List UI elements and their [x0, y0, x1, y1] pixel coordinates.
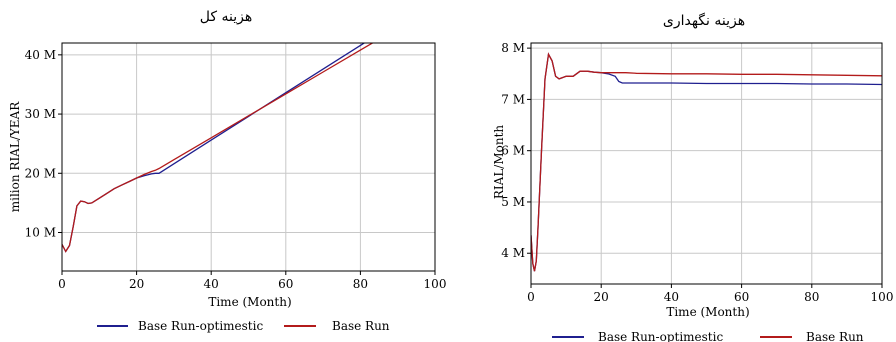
plot-frame [530, 42, 883, 285]
x-tick-label: 20 [129, 277, 144, 291]
legend-label: Base Run [806, 330, 864, 342]
series-lines [531, 52, 882, 272]
series-lines [62, 43, 374, 253]
y-tick-label: 5 M [501, 195, 525, 209]
y-axis-label: RIAL/Month [492, 125, 506, 200]
grid [62, 43, 435, 271]
y-tick-label: 4 M [501, 246, 525, 260]
x-tick-label: 60 [734, 290, 749, 304]
y-tick-label: 8 M [501, 41, 525, 55]
y-tick-label: 10 M [25, 226, 56, 240]
plot-frame [61, 42, 436, 272]
tick-labels: 0 20 40 60 80 100 4 M 5 M 6 M 7 M 8 M [501, 41, 893, 304]
chart-total-cost: هزینه کل 0 20 40 60 80 100 10 M 20 M 30 M 40 M Ti… [8, 9, 447, 333]
x-axis-label: Time (Month) [208, 295, 291, 309]
x-tick-label: 100 [871, 290, 894, 304]
x-tick-label: 80 [804, 290, 819, 304]
series-line-0 [531, 52, 882, 272]
x-tick-label: 0 [527, 290, 535, 304]
y-tick-label: 30 M [25, 107, 56, 121]
grid [531, 43, 882, 284]
x-tick-label: 80 [353, 277, 368, 291]
legend-label: Base Run [332, 319, 390, 333]
y-tick-label: 6 M [501, 144, 525, 158]
legend-label: Base Run-optimestic [138, 319, 263, 333]
legend-label: Base Run-optimestic [598, 330, 723, 342]
chart-maintenance-cost: هزینه نگهداری 0 20 40 60 80 100 4 M 5 M 6 M 7 M 8 … [492, 12, 893, 342]
x-axis-label: Time (Month) [666, 305, 749, 319]
tick-labels: 0 20 40 60 80 100 10 M 20 M 30 M 40 M [25, 48, 447, 291]
legend: Base Run-optimestic Base Run [552, 330, 864, 342]
series-line-0 [62, 43, 366, 253]
y-tick-label: 20 M [25, 166, 56, 180]
x-tick-label: 100 [424, 277, 447, 291]
y-axis-label: milion RIAL/YEAR [8, 101, 22, 212]
chart-title: هزینه نگهداری [663, 12, 745, 29]
y-tick-label: 7 M [501, 92, 525, 106]
series-line-1 [62, 43, 374, 253]
chart-title: هزینه کل [200, 9, 252, 25]
series-line-1 [531, 52, 882, 272]
y-tick-label: 40 M [25, 48, 56, 62]
legend: Base Run-optimestic Base Run [97, 319, 390, 333]
x-tick-label: 20 [594, 290, 609, 304]
x-tick-label: 40 [664, 290, 679, 304]
x-tick-label: 60 [278, 277, 293, 291]
x-tick-label: 0 [58, 277, 66, 291]
x-tick-label: 40 [204, 277, 219, 291]
